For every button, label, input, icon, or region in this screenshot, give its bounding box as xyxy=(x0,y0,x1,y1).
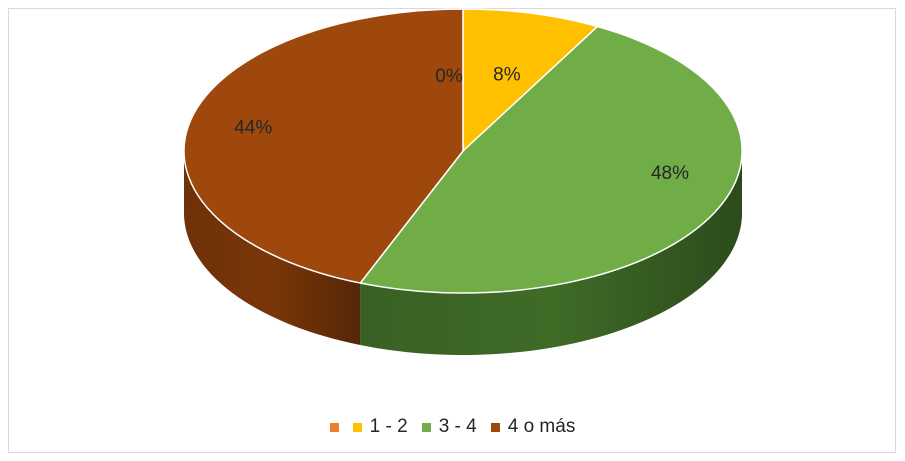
legend-swatch xyxy=(329,422,339,432)
legend-entry: 4 o más xyxy=(490,416,576,438)
legend-label: 4 o más xyxy=(507,416,576,437)
legend-swatch xyxy=(352,422,362,432)
pie-side-shade xyxy=(184,151,361,346)
pie-side-shade xyxy=(360,151,742,356)
legend-entry: 1 - 2 xyxy=(352,416,408,438)
data-label: 44% xyxy=(234,117,272,138)
pie-slice-4omás xyxy=(183,8,464,284)
legend-entry: 3 - 4 xyxy=(421,416,477,438)
legend-label: 3 - 4 xyxy=(438,416,477,437)
legend-label: 1 - 2 xyxy=(369,416,408,437)
data-label: 48% xyxy=(651,163,689,184)
legend-entry xyxy=(329,422,339,432)
data-label: 8% xyxy=(493,64,521,85)
pie-sides xyxy=(184,151,742,356)
pie-tops xyxy=(183,8,743,294)
pie-slice-3-4 xyxy=(359,25,743,294)
pie-slice-1-2 xyxy=(462,8,599,152)
pie-labels: 0% 8% 48% 44% xyxy=(234,64,689,184)
data-label: 0% xyxy=(435,66,463,87)
legend-swatch xyxy=(421,422,431,432)
legend-swatch xyxy=(490,422,500,432)
legend: 1 - 2 3 - 4 4 o más xyxy=(0,416,905,438)
